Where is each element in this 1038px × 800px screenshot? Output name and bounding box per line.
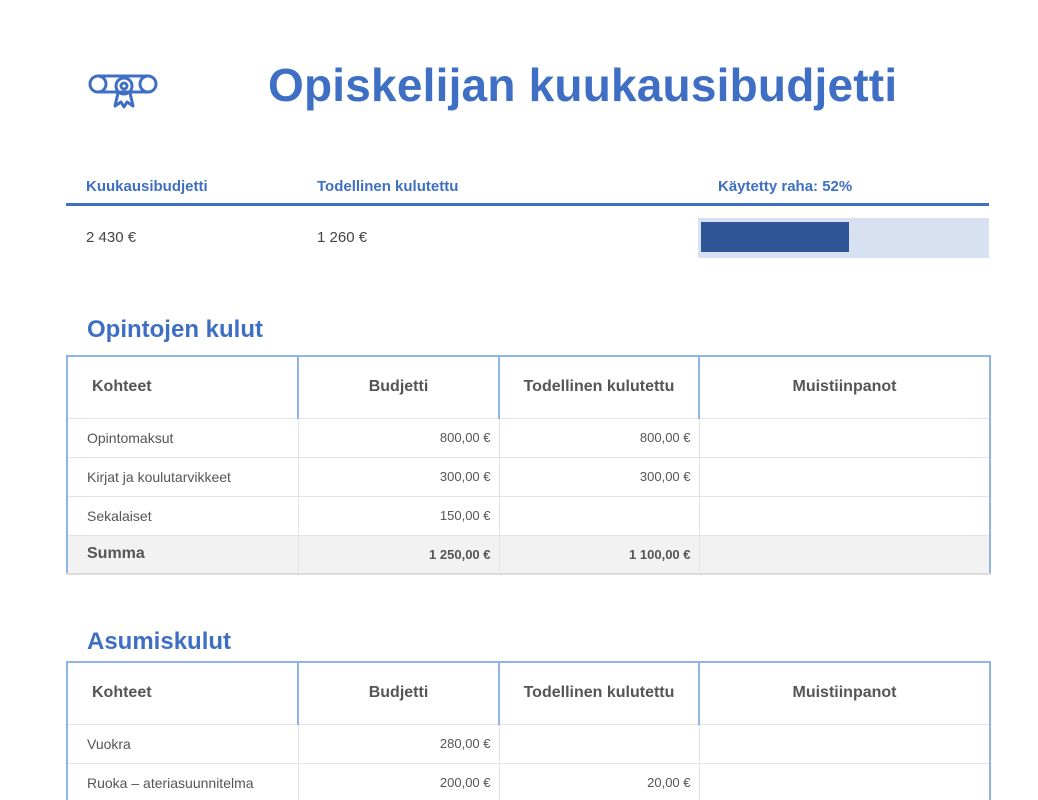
notes-cell[interactable] (698, 456, 991, 497)
diploma-certificate-icon (88, 68, 158, 112)
notes-cell[interactable] (698, 762, 991, 800)
actual-cell[interactable]: 800,00 € (498, 417, 700, 458)
notes-cell[interactable] (698, 723, 991, 764)
money-used-label: Käytetty raha: 52% (718, 178, 853, 195)
actual-spent-label: Todellinen kulutettu (317, 178, 459, 195)
summary-divider (66, 203, 989, 206)
total-row: Summa 1 250,00 € 1 100,00 € (66, 534, 991, 575)
column-header-notes: Muistiinpanot (698, 355, 991, 419)
item-cell[interactable]: Opintomaksut (66, 417, 299, 458)
column-header-items: Kohteet (66, 661, 299, 725)
section-title-study-costs: Opintojen kulut (87, 316, 263, 343)
notes-cell[interactable] (698, 495, 991, 536)
notes-cell[interactable] (698, 417, 991, 458)
actual-cell[interactable] (498, 495, 700, 536)
item-cell[interactable]: Sekalaiset (66, 495, 299, 536)
table-header-row: Kohteet Budjetti Todellinen kulutettu Mu… (66, 355, 991, 419)
budget-cell[interactable]: 200,00 € (297, 762, 500, 800)
table-header-row: Kohteet Budjetti Todellinen kulutettu Mu… (66, 661, 991, 725)
table-row: Kirjat ja koulutarvikkeet 300,00 € 300,0… (66, 456, 991, 497)
money-used-progress-bar (698, 218, 989, 258)
item-cell[interactable]: Ruoka – ateriasuunnitelma (66, 762, 299, 800)
actual-cell[interactable]: 20,00 € (498, 762, 700, 800)
column-header-budget: Budjetti (297, 355, 500, 419)
monthly-budget-label: Kuukausibudjetti (86, 178, 208, 195)
item-cell[interactable]: Kirjat ja koulutarvikkeet (66, 456, 299, 497)
column-header-items: Kohteet (66, 355, 299, 419)
actual-cell[interactable] (498, 723, 700, 764)
budget-cell[interactable]: 150,00 € (297, 495, 500, 536)
total-budget-cell: 1 250,00 € (297, 534, 500, 575)
column-header-budget: Budjetti (297, 661, 500, 725)
total-notes-cell (698, 534, 991, 575)
money-used-progress-fill (701, 222, 849, 252)
column-header-actual: Todellinen kulutettu (498, 661, 700, 725)
column-header-actual: Todellinen kulutettu (498, 355, 700, 419)
item-cell[interactable]: Vuokra (66, 723, 299, 764)
total-label-cell: Summa (66, 534, 299, 575)
page-title: Opiskelijan kuukausibudjetti (268, 59, 898, 111)
table-row: Opintomaksut 800,00 € 800,00 € (66, 417, 991, 458)
budget-cell[interactable]: 800,00 € (297, 417, 500, 458)
budget-cell[interactable]: 300,00 € (297, 456, 500, 497)
section-title-housing-costs: Asumiskulut (87, 628, 232, 655)
actual-cell[interactable]: 300,00 € (498, 456, 700, 497)
study-costs-table: Kohteet Budjetti Todellinen kulutettu Mu… (66, 355, 991, 575)
actual-spent-value: 1 260 € (317, 229, 368, 246)
total-actual-cell: 1 100,00 € (498, 534, 700, 575)
budget-cell[interactable]: 280,00 € (297, 723, 500, 764)
table-row: Ruoka – ateriasuunnitelma 200,00 € 20,00… (66, 762, 991, 800)
table-row: Vuokra 280,00 € (66, 723, 991, 764)
table-row: Sekalaiset 150,00 € (66, 495, 991, 536)
column-header-notes: Muistiinpanot (698, 661, 991, 725)
housing-costs-table: Kohteet Budjetti Todellinen kulutettu Mu… (66, 661, 991, 800)
monthly-budget-value: 2 430 € (86, 229, 137, 246)
